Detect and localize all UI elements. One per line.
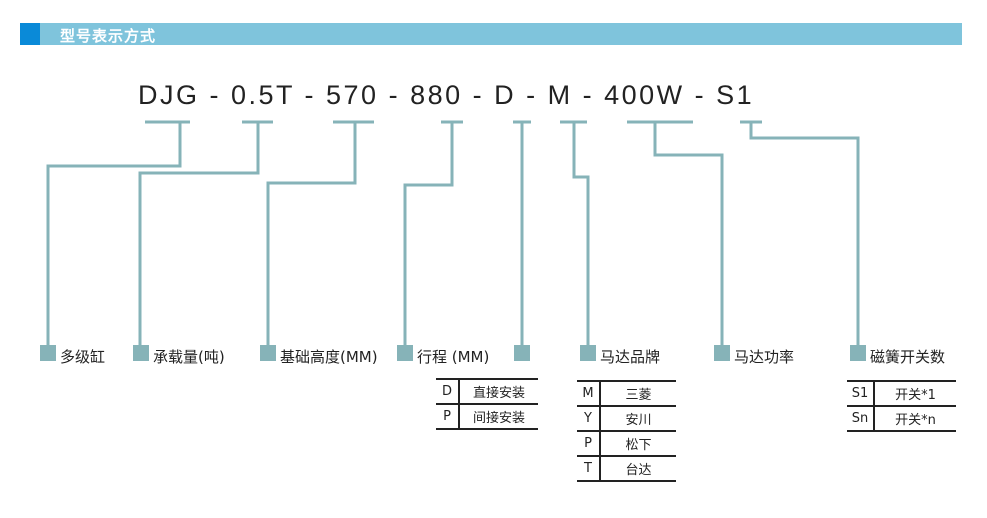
code: D [436,380,460,403]
desc: 松下 [625,438,652,453]
mount-table: D 直接安装 P 间接安装 [436,378,538,430]
motor-table: M 三菱 Y 安川 P 松下 T 台达 [577,380,676,482]
table-row: P 间接安装 [436,403,538,430]
table-row: D 直接安装 [436,378,538,403]
desc: 开关*1 [895,388,936,403]
table-row: Sn 开关*n [847,405,956,432]
desc: 安川 [625,413,652,428]
code: P [577,432,601,455]
section-title: 型号表示方式 [60,27,157,45]
switch-table: S1 开关*1 Sn 开关*n [847,380,956,432]
code: M [577,382,601,405]
desc: 台达 [625,463,652,478]
desc: 直接安装 [472,386,525,401]
desc: 三菱 [625,388,652,403]
code: Y [577,407,601,430]
code: T [577,457,601,480]
model-code: DJG - 0.5T - 570 - 880 - D - M - 400W - … [138,80,755,110]
code: P [436,405,460,428]
label-motor-power: 马达功率 [734,348,795,366]
table-row: M 三菱 [577,380,676,405]
code: Sn [847,407,875,430]
table-row: T 台达 [577,455,676,482]
code: S1 [847,382,875,405]
label-switch-count: 磁簧开关数 [870,348,946,366]
table-row: Y 安川 [577,405,676,430]
label-stages: 多级缸 [60,348,106,366]
header-accent [20,23,40,45]
label-stroke: 行程 (MM) [417,348,490,366]
label-base-height: 基础高度(MM) [280,348,378,366]
section-header: 型号表示方式 [20,23,962,45]
table-row: S1 开关*1 [847,380,956,405]
label-motor-brand: 马达品牌 [600,348,661,366]
label-load: 承载量(吨) [153,348,225,366]
desc: 间接安装 [472,411,525,426]
table-row: P 松下 [577,430,676,455]
desc: 开关*n [895,413,936,428]
